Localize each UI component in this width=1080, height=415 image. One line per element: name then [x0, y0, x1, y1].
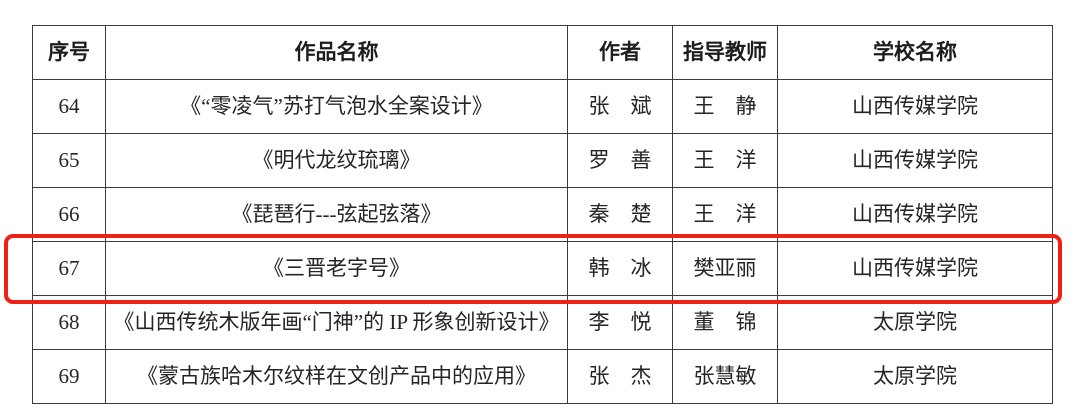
- cell-author: 韩 冰: [567, 241, 673, 296]
- cell-school: 山西传媒学院: [777, 187, 1053, 242]
- cell-author: 张 杰: [567, 349, 673, 404]
- cell-teacher: 樊亚丽: [672, 241, 778, 296]
- cell-title: 《山西传统木版年画“门神”的 IP 形象创新设计》: [105, 295, 568, 350]
- table-row: 69 《蒙古族哈木尔纹样在文创产品中的应用》 张 杰 张慧敏 太原学院: [32, 349, 1053, 404]
- cell-author: 李 悦: [567, 295, 673, 350]
- cell-author: 秦 楚: [567, 187, 673, 242]
- cell-school: 山西传媒学院: [777, 79, 1053, 134]
- cell-title: 《蒙古族哈木尔纹样在文创产品中的应用》: [105, 349, 568, 404]
- cell-teacher: 王 洋: [672, 133, 778, 188]
- cell-no: 69: [32, 349, 106, 404]
- cell-no: 68: [32, 295, 106, 350]
- cell-title: 《三晋老字号》: [105, 241, 568, 296]
- cell-no: 66: [32, 187, 106, 242]
- cell-teacher: 王 洋: [672, 187, 778, 242]
- cell-school: 太原学院: [777, 295, 1053, 350]
- cell-school: 山西传媒学院: [777, 133, 1053, 188]
- award-list-table: 序号 作品名称 作者 指导教师 学校名称 64 《“零凌气”苏打气泡水全案设计》…: [32, 25, 1053, 404]
- cell-title: 《明代龙纹琉璃》: [105, 133, 568, 188]
- cell-title: 《“零凌气”苏打气泡水全案设计》: [105, 79, 568, 134]
- cell-school: 太原学院: [777, 349, 1053, 404]
- cell-title: 《琵琶行---弦起弦落》: [105, 187, 568, 242]
- cell-no: 65: [32, 133, 106, 188]
- column-header-author: 作者: [567, 25, 673, 80]
- cell-teacher: 董 锦: [672, 295, 778, 350]
- cell-author: 罗 善: [567, 133, 673, 188]
- column-header-school: 学校名称: [777, 25, 1053, 80]
- cell-no: 67: [32, 241, 106, 296]
- column-header-no: 序号: [32, 25, 106, 80]
- cell-teacher: 王 静: [672, 79, 778, 134]
- table-row-highlighted: 67 《三晋老字号》 韩 冰 樊亚丽 山西传媒学院: [32, 241, 1053, 296]
- table-row: 65 《明代龙纹琉璃》 罗 善 王 洋 山西传媒学院: [32, 133, 1053, 188]
- cell-no: 64: [32, 79, 106, 134]
- cell-author: 张 斌: [567, 79, 673, 134]
- header-row: 序号 作品名称 作者 指导教师 学校名称: [32, 25, 1053, 80]
- table-row: 64 《“零凌气”苏打气泡水全案设计》 张 斌 王 静 山西传媒学院: [32, 79, 1053, 134]
- column-header-teacher: 指导教师: [672, 25, 778, 80]
- cell-school: 山西传媒学院: [777, 241, 1053, 296]
- column-header-title: 作品名称: [105, 25, 568, 80]
- table-row: 68 《山西传统木版年画“门神”的 IP 形象创新设计》 李 悦 董 锦 太原学…: [32, 295, 1053, 350]
- table-row: 66 《琵琶行---弦起弦落》 秦 楚 王 洋 山西传媒学院: [32, 187, 1053, 242]
- cell-teacher: 张慧敏: [672, 349, 778, 404]
